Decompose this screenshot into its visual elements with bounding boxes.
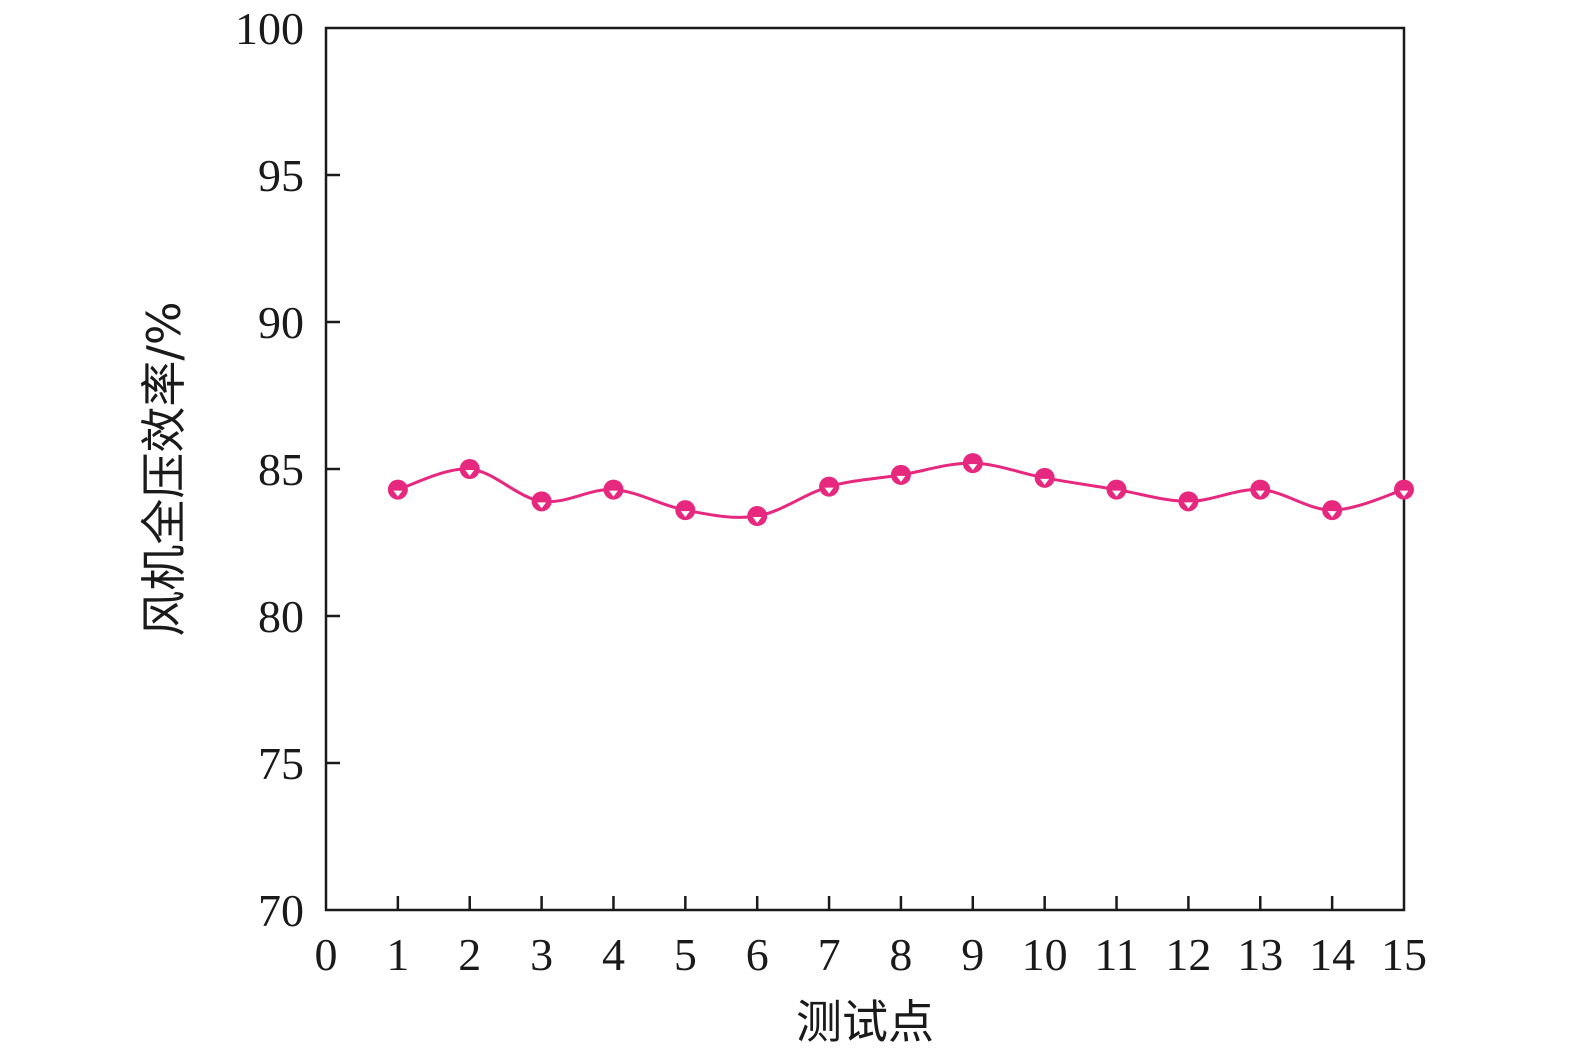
x-tick-label-15: 15 [1381,929,1427,980]
series-group [387,453,1414,527]
point-marker [1250,479,1271,500]
x-tick-label-13: 13 [1237,929,1283,980]
x-tick-label-2: 2 [458,929,481,980]
x-axis-title: 测试点 [796,995,934,1049]
point-marker [890,464,911,485]
point-marker-inner [465,470,475,476]
y-axis-title: 风机全压效率/% [137,301,191,636]
y-tick-label-3: 85 [258,444,304,495]
data-point-14 [1322,500,1343,521]
x-tick-label-8: 8 [889,929,912,980]
data-point-15 [1394,479,1414,500]
x-tick-label-12: 12 [1165,929,1211,980]
x-tick-label-3: 3 [530,929,553,980]
x-tick-label-11: 11 [1094,929,1138,980]
y-tick-label-5: 95 [258,150,304,201]
data-point-11 [1106,479,1127,500]
point-marker [1178,491,1199,512]
data-point-8 [890,464,911,485]
data-point-5 [675,500,696,521]
plot-frame [324,26,1406,912]
x-tick-label-4: 4 [602,929,625,980]
x-tick-label-5: 5 [674,929,697,980]
point-marker [1394,479,1414,500]
data-point-12 [1178,491,1199,512]
point-marker [531,491,552,512]
point-marker-inner [752,517,762,524]
point-marker [1034,467,1055,488]
point-marker [1106,479,1127,500]
point-marker-inner [896,475,906,482]
point-marker-inner [608,490,618,497]
x-tick-label-7: 7 [818,929,841,980]
data-point-7 [819,476,840,497]
point-marker-inner [1255,490,1265,497]
point-marker-inner [968,464,978,471]
data-point-2 [459,459,480,479]
axis-ticks [326,173,1334,910]
point-marker-inner [1040,478,1050,485]
point-marker [819,476,840,497]
point-marker [459,459,480,479]
point-marker [962,453,983,474]
data-point-6 [747,506,768,527]
x-tick-label-0: 0 [315,929,338,980]
data-point-10 [1034,467,1055,488]
y-tick-label-1: 75 [258,738,304,789]
point-marker-inner [1399,490,1409,497]
data-point-4 [603,479,624,500]
x-tick-label-1: 1 [386,929,409,980]
y-tick-label-4: 90 [258,297,304,348]
data-point-13 [1250,479,1271,500]
x-tick-label-14: 14 [1309,929,1355,980]
point-marker-inner [393,490,403,497]
x-tick-label-6: 6 [746,929,769,980]
point-marker-inner [1183,502,1193,509]
data-point-3 [531,491,552,512]
x-tick-label-10: 10 [1022,929,1068,980]
point-marker-inner [824,487,834,494]
point-marker-inner [1112,490,1122,497]
point-marker-inner [537,502,547,509]
y-tick-label-0: 70 [258,885,304,936]
x-tick-label-9: 9 [961,929,984,980]
data-point-9 [962,453,983,474]
y-tick-label-2: 80 [258,591,304,642]
point-marker-inner [680,511,690,518]
point-marker [1322,500,1343,521]
point-marker [747,506,768,527]
point-marker [603,479,624,500]
data-point-1 [387,479,408,500]
point-marker [387,479,408,500]
y-tick-label-6: 100 [235,3,304,54]
point-marker [675,500,696,521]
point-marker-inner [1327,511,1337,518]
